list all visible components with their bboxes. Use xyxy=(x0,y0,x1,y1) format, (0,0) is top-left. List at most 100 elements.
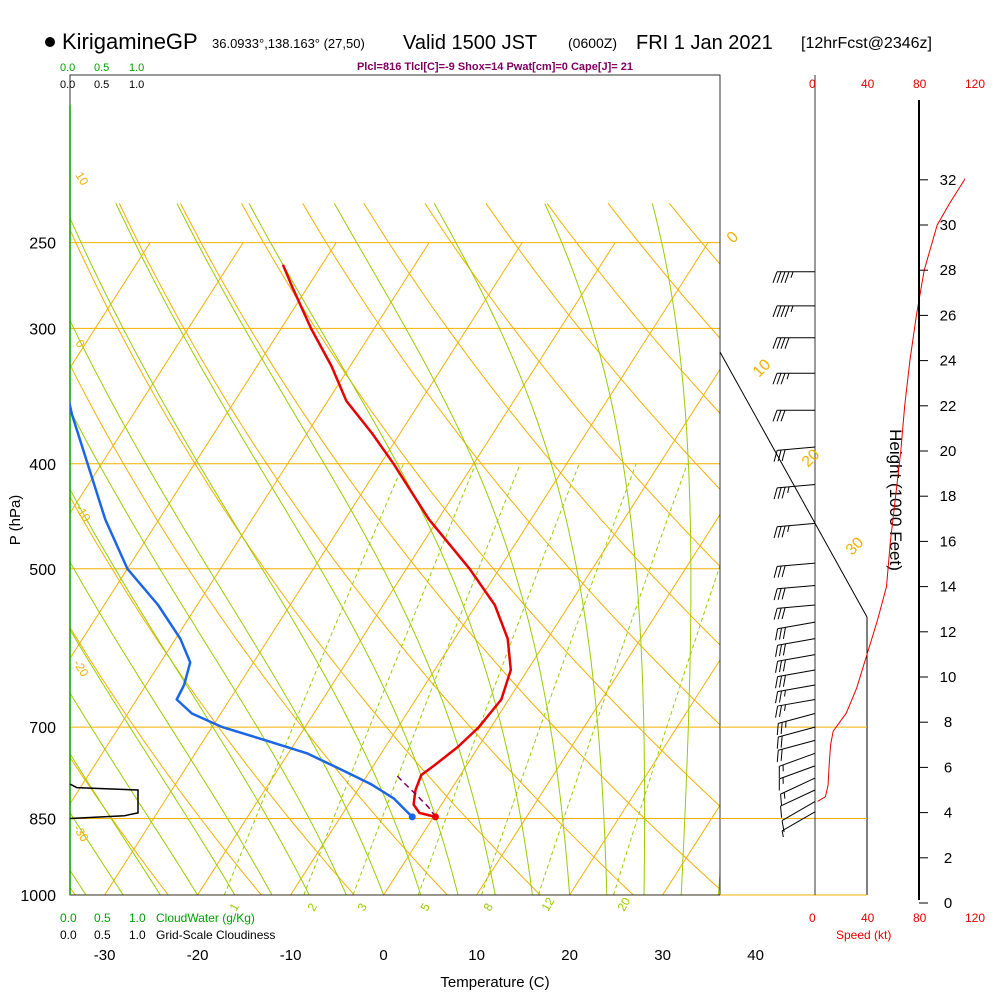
indices-line: Plcl=816 Tlcl[C]=-9 Shox=14 Pwat[cm]=0 C… xyxy=(357,61,633,73)
wind-barb xyxy=(781,811,816,838)
wind-barb-staff xyxy=(781,801,816,822)
pressure-tick-label: 850 xyxy=(29,812,56,829)
isotherm-line xyxy=(756,243,1000,895)
moist-adiabat-line xyxy=(70,319,385,895)
isotherm-line xyxy=(70,242,430,805)
wind-barb xyxy=(773,584,816,601)
wind-barb xyxy=(778,752,816,779)
pressure-tick-label: 400 xyxy=(29,457,56,474)
wind-speed-line xyxy=(817,177,965,802)
height-tick-label: 30 xyxy=(940,217,957,234)
wind-barb xyxy=(775,621,816,641)
wind-barb-flag xyxy=(780,794,783,806)
temperature-tick-label: 30 xyxy=(654,947,671,964)
wind-barb-flag xyxy=(776,723,779,736)
height-tick-label: 26 xyxy=(940,307,957,324)
height-tick-label: 0 xyxy=(944,895,952,912)
wind-barb-flag xyxy=(773,526,778,539)
dry-adiabat-line xyxy=(70,756,169,895)
wind-barb-flag xyxy=(775,691,779,704)
dry-adiabat-line xyxy=(485,203,720,491)
moist-adiabat-line xyxy=(115,203,459,895)
height-tick-label: 28 xyxy=(940,262,957,279)
temperature-tick-label: 20 xyxy=(561,947,578,964)
wind-barb-half-flag xyxy=(784,704,786,711)
mixing-ratio-label: 2 xyxy=(304,900,320,913)
wind-barb xyxy=(773,522,816,539)
dry-adiabat-label: 20 xyxy=(799,446,824,471)
wind-barb xyxy=(775,684,816,704)
wind-speed-tick: 40 xyxy=(861,911,875,925)
mixing-ratio-label: 3 xyxy=(354,900,370,913)
height-tick-label: 10 xyxy=(940,669,957,686)
wind-barb-flag xyxy=(776,271,782,283)
height-tick-label: 4 xyxy=(944,805,952,822)
wind-barb-flag xyxy=(777,607,782,620)
height-tick-label: 2 xyxy=(944,850,952,867)
wind-barb-half-flag xyxy=(790,271,794,278)
isotherm-line xyxy=(70,242,244,515)
wind-barb-flag xyxy=(784,337,790,349)
wind-barb-flag xyxy=(782,643,786,656)
wind-barb-flag xyxy=(780,337,786,349)
temperature-line xyxy=(281,264,513,819)
wind-speed-tick: 120 xyxy=(965,911,985,925)
wind-barb xyxy=(780,789,816,818)
height-tick-label: 32 xyxy=(940,172,957,189)
valid-zulu: (0600Z) xyxy=(568,35,617,51)
isotherm-line xyxy=(290,242,709,895)
pressure-tick-label: 300 xyxy=(29,321,56,338)
wind-barb xyxy=(780,777,816,806)
top-cloudwater-tick: 0.0 xyxy=(60,62,75,74)
surface-dewpoint-marker xyxy=(408,813,416,821)
wind-barb-flag xyxy=(772,305,778,318)
temperature-tick-label: 0 xyxy=(379,947,387,964)
wind-barb-flag xyxy=(775,645,779,657)
top-cloudwater-tick: 1.0 xyxy=(129,62,144,74)
temperature-tick-label: -10 xyxy=(280,947,302,964)
wind-barb xyxy=(775,669,816,689)
moist-adiabat-line xyxy=(433,203,608,895)
mixing-ratio-line xyxy=(613,564,720,895)
wind-barb-flag xyxy=(775,705,779,718)
wind-barb-flag xyxy=(782,675,786,687)
mixing-ratio-label: 20 xyxy=(614,895,633,914)
pressure-tick-label: 700 xyxy=(29,720,56,737)
plot-frames xyxy=(69,74,868,896)
wind-barb-half-flag xyxy=(783,792,786,799)
moist-adiabat-line xyxy=(70,216,422,895)
wind-barb-flag xyxy=(775,676,779,689)
cloudiness-line xyxy=(69,783,139,820)
wind-barb-flag xyxy=(776,305,782,318)
wind-barb-flag xyxy=(780,410,786,422)
wind-barb xyxy=(776,726,816,749)
wind-speed-panel: 0040408080120120024681012141618202224262… xyxy=(809,77,985,925)
wind-speed-tick: 80 xyxy=(913,77,927,91)
bottom-cloudwater-tick: 0.0 xyxy=(60,911,77,925)
mixing-ratio-label: 8 xyxy=(480,900,496,913)
wind-barb-half-flag xyxy=(790,305,794,313)
mixing-ratio-label: 12 xyxy=(538,895,557,914)
wind-barb xyxy=(776,739,816,762)
wind-barb-staff xyxy=(777,684,816,693)
wind-barb-flag xyxy=(780,271,786,283)
wind-barb-half-flag xyxy=(787,525,790,532)
wind-barb-flag xyxy=(778,627,783,640)
wind-barb-flag xyxy=(784,305,790,318)
height-tick-label: 18 xyxy=(940,488,957,505)
isotherm-label: -10 xyxy=(72,502,93,524)
wind-barb-flag xyxy=(772,271,778,283)
wind-barb-staff xyxy=(777,654,816,662)
dry-adiabat-line xyxy=(302,203,720,726)
height-tick-label: 6 xyxy=(944,759,952,776)
top-cloudiness-tick: 0.0 xyxy=(60,79,75,91)
isotherm-line xyxy=(569,659,720,895)
wind-barb xyxy=(772,305,815,318)
wind-barb-flag xyxy=(780,735,783,748)
moist-adiabat-line xyxy=(544,203,646,895)
wind-barb-flag xyxy=(781,607,786,620)
moist-adiabat-line xyxy=(176,203,496,895)
